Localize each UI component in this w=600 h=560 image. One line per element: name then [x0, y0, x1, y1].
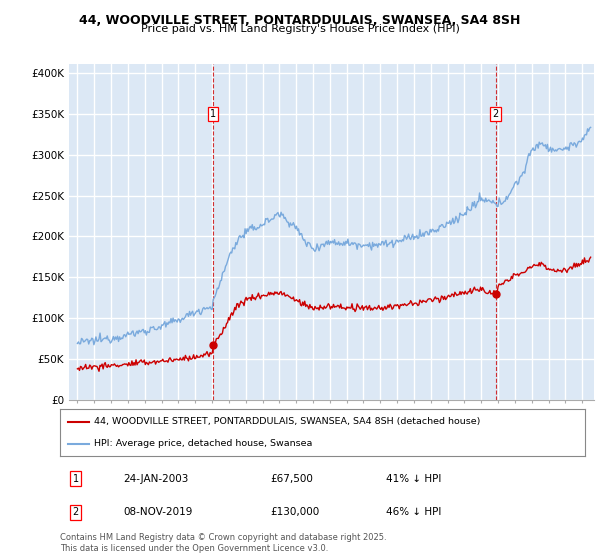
Text: 46% ↓ HPI: 46% ↓ HPI [386, 507, 441, 517]
Text: HPI: Average price, detached house, Swansea: HPI: Average price, detached house, Swan… [94, 439, 313, 448]
Text: 41% ↓ HPI: 41% ↓ HPI [386, 474, 441, 484]
Text: 2: 2 [493, 109, 499, 119]
Text: £67,500: £67,500 [270, 474, 313, 484]
Text: 2: 2 [73, 507, 79, 517]
Text: 1: 1 [73, 474, 79, 484]
Text: Price paid vs. HM Land Registry's House Price Index (HPI): Price paid vs. HM Land Registry's House … [140, 24, 460, 34]
Text: 44, WOODVILLE STREET, PONTARDDULAIS, SWANSEA, SA4 8SH: 44, WOODVILLE STREET, PONTARDDULAIS, SWA… [79, 14, 521, 27]
Text: 1: 1 [210, 109, 216, 119]
Text: 08-NOV-2019: 08-NOV-2019 [123, 507, 193, 517]
Text: £130,000: £130,000 [270, 507, 319, 517]
Text: 24-JAN-2003: 24-JAN-2003 [123, 474, 188, 484]
Text: Contains HM Land Registry data © Crown copyright and database right 2025.
This d: Contains HM Land Registry data © Crown c… [60, 533, 386, 553]
Text: 44, WOODVILLE STREET, PONTARDDULAIS, SWANSEA, SA4 8SH (detached house): 44, WOODVILLE STREET, PONTARDDULAIS, SWA… [94, 417, 481, 426]
